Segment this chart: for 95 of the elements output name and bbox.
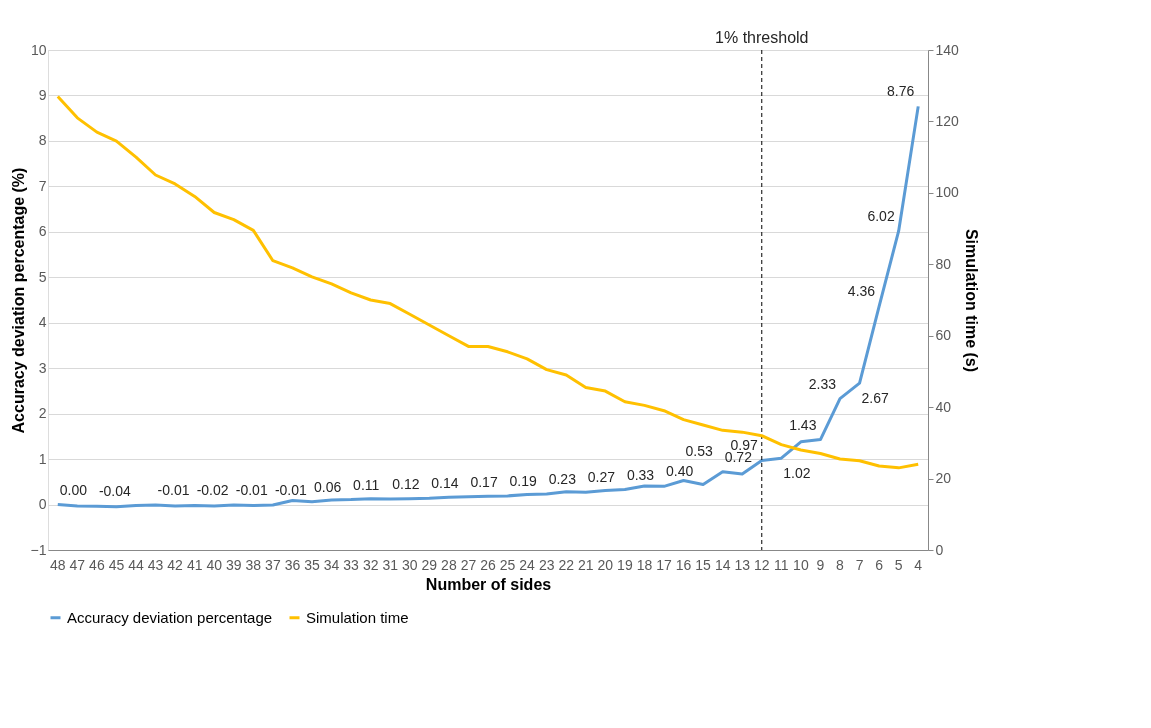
y-tick-label: 5 (38, 268, 47, 285)
x-tick-label: 32 (362, 556, 379, 573)
y-tick-label: 6 (38, 223, 47, 240)
legend-label: Accuracy deviation percentage (67, 608, 273, 626)
y-tick-label: 8 (38, 132, 47, 149)
data-label: 0.23 (548, 471, 577, 488)
y-tick-label: −1 (30, 541, 47, 558)
x-tick-label: 26 (480, 556, 496, 573)
x-tick-label: 10 (793, 556, 809, 573)
x-tick-label: 25 (499, 556, 516, 573)
y-tick-label: 10 (30, 41, 47, 58)
y2-tick-label: 140 (935, 41, 960, 58)
x-tick-label: 4 (914, 556, 923, 573)
x-tick-label: 14 (714, 556, 731, 573)
data-label: 6.02 (867, 207, 895, 224)
x-tick-label: 40 (206, 556, 223, 573)
x-tick-label: 16 (675, 556, 692, 573)
x-tick-label: 41 (186, 556, 203, 573)
x-tick-label: 24 (519, 556, 536, 573)
x-tick-label: 45 (108, 556, 125, 573)
x-tick-label: 34 (323, 556, 340, 573)
data-label: 0.11 (353, 476, 380, 493)
x-tick-label: 13 (734, 556, 751, 573)
x-tick-label: 30 (401, 556, 418, 573)
x-tick-label: 19 (617, 556, 633, 573)
x-tick-label: 42 (167, 556, 184, 573)
y2-tick-label: 40 (935, 398, 952, 415)
data-label: 0.14 (431, 475, 459, 492)
data-label: -0.01 (157, 482, 190, 498)
x-tick-label: 17 (656, 556, 672, 573)
data-label: -0.04 (98, 483, 132, 500)
data-label: 8.76 (886, 83, 915, 100)
x-tick-label: 21 (577, 556, 594, 573)
data-label: 0.12 (392, 476, 420, 493)
x-tick-label: 43 (147, 556, 164, 573)
y2-tick-label: 80 (935, 255, 952, 272)
data-label: 0.00 (59, 481, 88, 498)
x-tick-label: 27 (460, 556, 477, 573)
x-tick-label: 11 (774, 556, 789, 573)
y2-tick-label: 60 (935, 327, 952, 344)
y-tick-label: 3 (38, 359, 47, 376)
data-label: 0.17 (470, 473, 498, 490)
data-label: -0.02 (196, 482, 229, 499)
legend-label: Simulation time (306, 608, 409, 626)
x-tick-label: 7 (855, 556, 864, 573)
x-tick-label: 31 (382, 556, 399, 573)
y2-tick-label: 100 (935, 184, 960, 201)
x-tick-label: 28 (441, 556, 457, 573)
x-axis-title: Number of sides (425, 575, 552, 593)
y-tick-label: 2 (38, 405, 47, 422)
y-tick-label: 0 (38, 496, 47, 513)
x-tick-label: 39 (225, 556, 242, 573)
y2-tick-label: 20 (935, 470, 952, 487)
data-label: 1.43 (789, 416, 817, 433)
y-tick-label: 9 (38, 86, 47, 103)
data-label: 4.36 (847, 283, 876, 300)
data-label: 2.33 (808, 375, 837, 392)
x-tick-label: 33 (343, 556, 360, 573)
x-tick-label: 5 (894, 556, 903, 573)
y2-tick-label: 0 (935, 541, 944, 558)
x-tick-label: 36 (284, 556, 301, 573)
x-tick-label: 18 (636, 556, 653, 573)
data-label: 1.02 (783, 465, 811, 482)
x-tick-label: 23 (538, 556, 555, 573)
data-label: 2.67 (861, 390, 890, 407)
x-tick-label: 6 (875, 556, 884, 573)
data-label: 0.27 (587, 469, 616, 486)
y-tick-label: 4 (38, 314, 47, 331)
data-label: -0.01 (274, 482, 308, 498)
y-axis-title: Accuracy deviation percentage (%) (9, 167, 27, 434)
y-tick-label: 7 (38, 177, 47, 194)
x-tick-label: 35 (304, 556, 320, 573)
x-tick-label: 37 (265, 556, 281, 573)
x-tick-label: 46 (89, 556, 105, 573)
x-tick-label: 44 (128, 556, 144, 573)
y2-axis-title: Simulation time (s) (962, 228, 980, 373)
data-label: -0.01 (235, 482, 268, 498)
x-tick-label: 48 (49, 556, 66, 573)
y2-tick-label: 120 (935, 112, 960, 129)
data-label: 0.40 (666, 463, 694, 480)
x-tick-label: 9 (816, 556, 825, 573)
x-tick-label: 29 (421, 556, 438, 573)
data-label: 0.53 (685, 443, 714, 460)
ref-line-label: 1% threshold (715, 29, 809, 46)
x-tick-label: 22 (558, 556, 575, 573)
data-label: 0.06 (314, 478, 342, 495)
x-tick-label: 47 (69, 556, 86, 573)
x-tick-label: 15 (695, 556, 712, 573)
y-tick-label: 1 (38, 450, 47, 467)
data-label: 0.19 (509, 472, 538, 489)
data-label: 0.33 (626, 466, 655, 483)
x-tick-label: 20 (597, 556, 614, 573)
x-tick-label: 38 (245, 556, 262, 573)
x-tick-label: 8 (836, 556, 845, 573)
x-tick-label: 12 (753, 556, 770, 573)
